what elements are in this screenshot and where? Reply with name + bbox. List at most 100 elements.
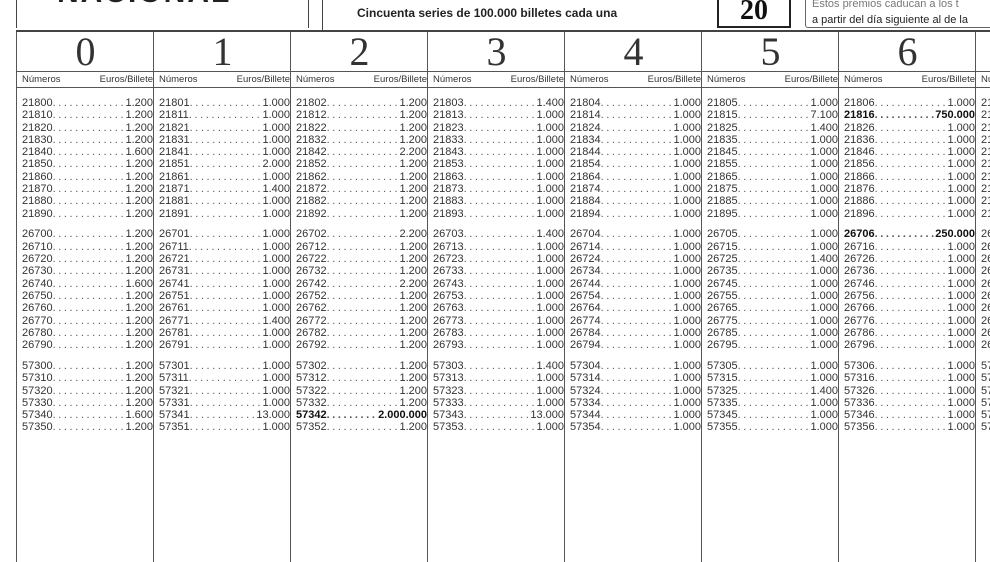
dot-leader: .................................. (326, 253, 400, 266)
prize-row: 26720..................................1… (22, 253, 153, 265)
prize-row: 57306..................................1… (844, 360, 975, 372)
prize-row: 26790..................................1… (22, 339, 153, 351)
ticket-number: 26755 (707, 289, 738, 302)
prize-row: 26781..................................1… (159, 327, 290, 339)
prize-amount: 1.000 (947, 97, 975, 109)
prize-amount: 2.000 (262, 158, 290, 171)
ticket-number: 26774 (570, 314, 601, 327)
dot-leader: .................................. (737, 158, 811, 171)
prize-row: 21803..................................1… (433, 97, 564, 109)
ticket-number: 21825 (707, 121, 738, 134)
prize-amount: 1.200 (399, 133, 427, 146)
dot-leader: .................................. (52, 121, 126, 134)
prize-amount: 1.200 (399, 170, 427, 183)
prize-amount: 1.000 (536, 277, 564, 290)
prize-amount: 1.000 (947, 372, 975, 385)
dot-leader: .................................. (326, 97, 400, 109)
dot-leader: .................................. (326, 289, 400, 302)
logo-text: NACIONAL (57, 0, 231, 10)
prize-amount: 1.000 (536, 372, 564, 385)
prize-amount: 1.000 (947, 183, 975, 196)
number-block: 21212121212121212121 (981, 97, 990, 220)
dot-leader: .................................. (874, 314, 948, 327)
number-block: 21806..................................1… (844, 97, 975, 220)
prize-row: 26775..................................1… (707, 315, 838, 327)
prize-row: 26725..................................1… (707, 253, 838, 265)
ticket-number: 21855 (707, 158, 738, 171)
prize-amount: 1.000 (262, 170, 290, 183)
dot-leader: .................................. (326, 359, 400, 372)
column-subheader: Números Euros/Billete (565, 72, 702, 88)
dot-leader: .................................. (737, 146, 811, 159)
dot-leader: .................................. (189, 326, 263, 339)
prize-row: 26723..................................1… (433, 253, 564, 265)
prize-amount: 1.200 (125, 326, 153, 339)
ticket-number: 21840 (22, 146, 53, 159)
dot-leader: .................................. (874, 339, 948, 352)
ticket-number: 26771 (159, 314, 190, 327)
ticket-number: 21 (981, 183, 990, 196)
dot-leader: .................................. (52, 146, 126, 159)
dot-leader: .................................. (874, 133, 948, 146)
ticket-number: 57350 (22, 421, 53, 434)
prize-row: 21831..................................1… (159, 134, 290, 146)
prize-amount: 2.200 (399, 146, 427, 159)
prize-row: 21895..................................1… (707, 208, 838, 220)
ticket-number: 21 (981, 158, 990, 171)
dot-leader: .................................. (874, 97, 948, 109)
prize-amount: 1.000 (536, 396, 564, 409)
numbers-label: Números (570, 74, 609, 85)
prize-amount: 1.000 (673, 195, 701, 208)
ticket-number: 26794 (570, 339, 601, 352)
prize-amount: 2.000.000 (378, 409, 427, 422)
prize-row-highlight: 21816..................................7… (844, 109, 975, 121)
prize-row: 26716..................................1… (844, 241, 975, 253)
dot-leader: .................................. (463, 133, 537, 146)
number-block: 575757575757 (981, 360, 990, 434)
prize-row: 26732..................................1… (296, 265, 427, 277)
prize-amount: 1.200 (399, 195, 427, 208)
dot-leader: .................................. (874, 421, 948, 434)
prize-amount: 1.000 (810, 409, 838, 422)
ticket-number: 21832 (296, 133, 327, 146)
prize-amount: 1.000 (536, 146, 564, 159)
number-block: 26703..................................1… (433, 228, 564, 351)
prize-row: 26782..................................1… (296, 327, 427, 339)
prize-amount: 1.000 (673, 228, 701, 241)
ticket-number: 26726 (844, 253, 875, 266)
prize-amount: 1.000 (947, 339, 975, 352)
dot-leader: .................................. (52, 97, 126, 109)
ticket-number: 57343 (433, 409, 464, 422)
prize-row: 26700..................................1… (22, 228, 153, 240)
prize-amount: 1.000 (810, 421, 838, 434)
ticket-number: 57325 (707, 384, 738, 397)
lottery-logo-box: NACIONAL (16, 0, 309, 28)
ticket-number: 21835 (707, 133, 738, 146)
ticket-number: 26791 (159, 339, 190, 352)
prize-row: 21870..................................1… (22, 183, 153, 195)
terminal-digit: 5 (702, 32, 839, 72)
prize-row: 21821..................................1… (159, 122, 290, 134)
dot-leader: .................................. (52, 228, 126, 241)
prize-row: 26724..................................1… (570, 253, 701, 265)
prize-row: 21832..................................1… (296, 134, 427, 146)
number-block: 57306..................................1… (844, 360, 975, 434)
prize-row: 21826..................................1… (844, 122, 975, 134)
number-block: 57301..................................1… (159, 360, 290, 434)
digit-column-2: 2 Números Euros/Billete 21802..............… (290, 32, 428, 562)
ticket-number: 21884 (570, 195, 601, 208)
ticket-number: 21854 (570, 158, 601, 171)
ticket-number: 57355 (707, 421, 738, 434)
prize-amount: 2.200 (399, 228, 427, 241)
prize-amount: 250.000 (935, 228, 975, 241)
prize-amount: 1.400 (810, 121, 838, 134)
ticket-number: 26 (981, 339, 990, 352)
ticket-number: 26745 (707, 277, 738, 290)
dot-leader: .................................. (52, 302, 126, 315)
ticket-number: 57341 (159, 409, 190, 422)
terminal-digit: 0 (17, 32, 154, 72)
prize-row: 21875..................................1… (707, 183, 838, 195)
prize-row: 21805..................................1… (707, 97, 838, 109)
ticket-number: 57 (981, 372, 990, 385)
prize-amount: 1.000 (536, 240, 564, 253)
